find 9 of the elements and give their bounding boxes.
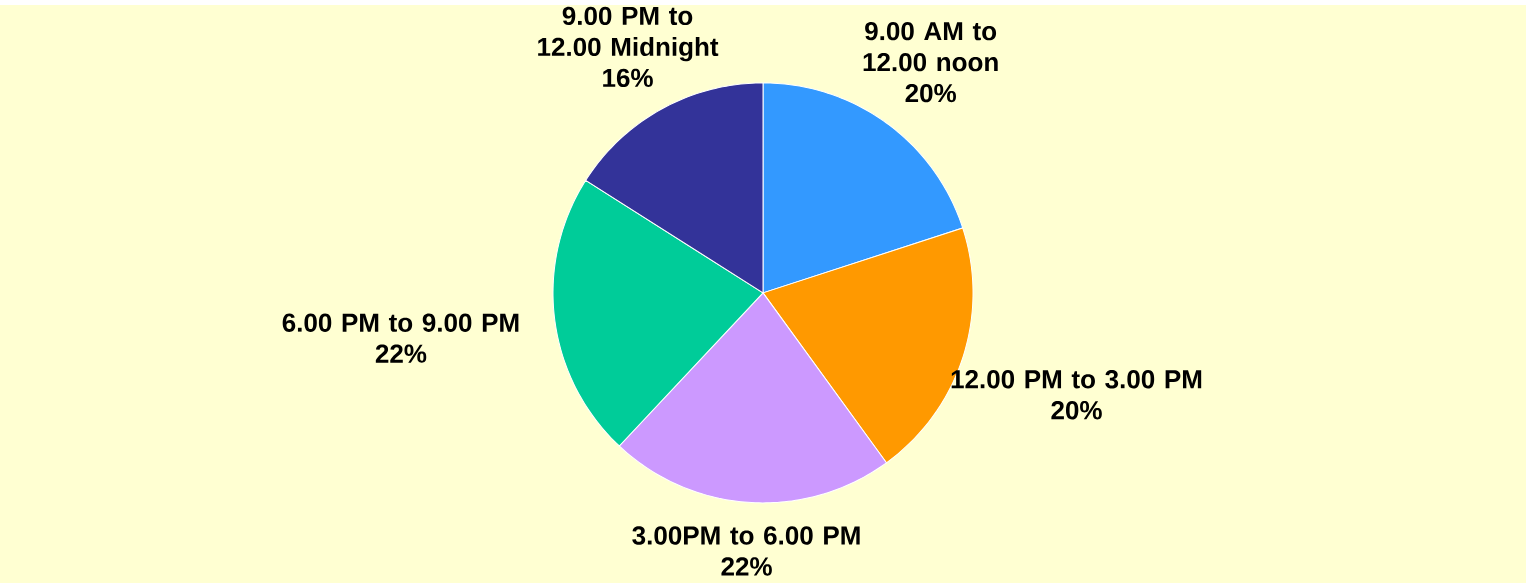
data-label: 20% <box>1051 401 1102 420</box>
data-label: 16% <box>603 68 653 88</box>
data-label: 22% <box>721 557 772 576</box>
slice-label: 3.00PM to 6.00 PM <box>632 526 860 545</box>
data-label: 20% <box>905 83 956 103</box>
data-label: 22% <box>375 344 427 363</box>
slice-label: 6.00 PM to 9.00 PM <box>282 313 519 332</box>
slice-label: 9.00 AM to 12.00 noon <box>863 21 998 72</box>
slice-label: 9.00 PM to 12.00 Midnight <box>538 6 719 62</box>
